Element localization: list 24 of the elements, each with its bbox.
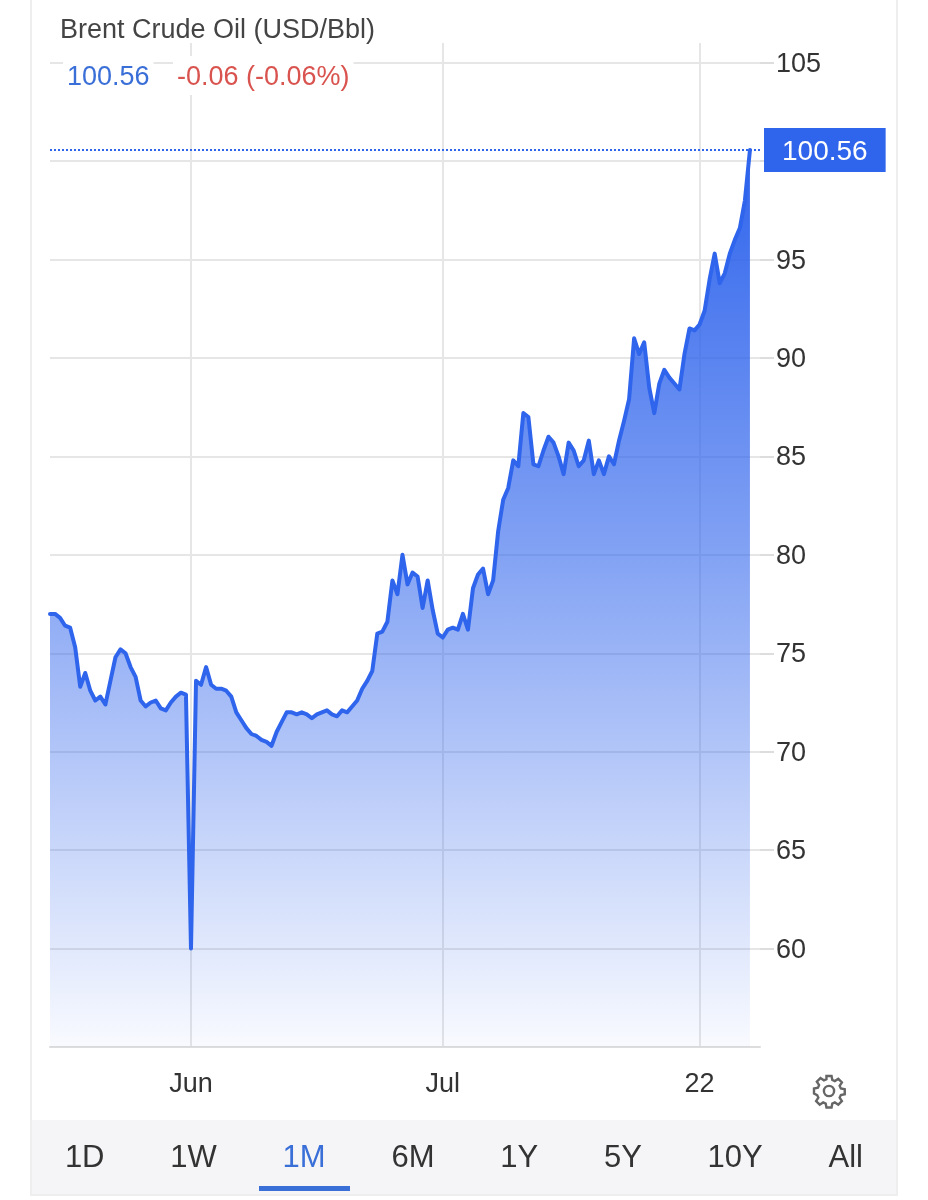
text: 5Y xyxy=(602,1138,643,1176)
y-tick-label: 70 xyxy=(776,736,807,767)
annotation: 100.56 xyxy=(67,60,150,91)
text: 1Y xyxy=(499,1138,540,1176)
y-tick-label: 65 xyxy=(776,835,807,866)
y-tick-label: 105 xyxy=(776,47,822,78)
ref-line-label: 100.56 xyxy=(782,134,868,166)
y-tick-label: 80 xyxy=(776,539,807,570)
x-tick-label: Jul xyxy=(425,1067,461,1098)
text: 1D xyxy=(63,1138,106,1176)
x-tick-label: Jun xyxy=(169,1067,213,1098)
y-tick-label: 75 xyxy=(776,638,807,669)
annotation: -0.06 (-0.06%) xyxy=(177,60,350,91)
y-tick-label: 95 xyxy=(776,244,807,275)
chart-title: Brent Crude Oil (USD/Bbl) xyxy=(60,13,376,44)
text: 6M xyxy=(390,1138,436,1176)
text: All xyxy=(827,1138,864,1176)
text: 1M xyxy=(281,1138,327,1176)
x-tick-label: 22 xyxy=(684,1067,715,1098)
y-tick-label: 85 xyxy=(776,441,807,472)
y-tick-label: 60 xyxy=(776,933,807,964)
text: 1W xyxy=(169,1138,218,1176)
y-tick-label: 90 xyxy=(776,342,807,373)
text: 10Y xyxy=(706,1138,764,1176)
